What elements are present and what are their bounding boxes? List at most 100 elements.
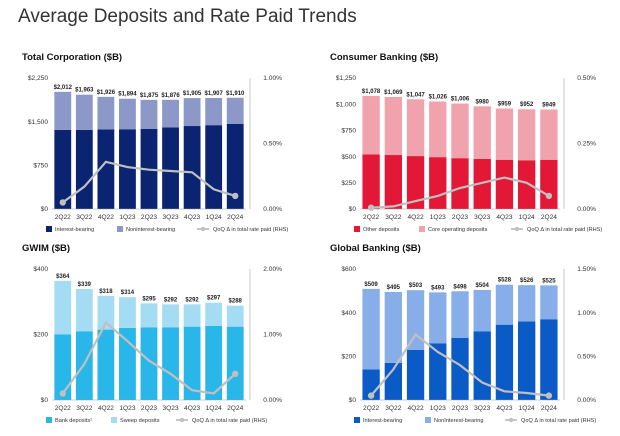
bar-segment [54,334,72,400]
bar-segment [119,297,136,328]
x-tick-label: 2Q24 [541,405,557,412]
total-label: $525 [542,278,556,284]
legend-line-marker [179,417,185,423]
legend-swatch [117,226,123,232]
y2-tick-label: 2.00% [263,266,282,273]
x-tick-label: 2Q24 [227,405,243,412]
bar-segment [451,337,469,400]
total-label: $1,875 [140,93,159,99]
total-label: $526 [520,278,534,284]
y-tick-label: $2,250 [28,75,49,82]
total-label: $1,910 [226,91,245,97]
bar-segment [205,97,223,126]
bar-segment [384,362,402,400]
y-tick-label: $0 [41,397,49,404]
x-tick-label: 3Q22 [385,405,401,412]
bar-segment [406,156,425,209]
x-tick-label: 2Q22 [55,214,71,221]
bar-segment [226,305,244,327]
y-tick-label: $400 [341,310,356,317]
total-label: $1,894 [118,92,137,98]
total-label: $495 [387,285,401,291]
y-tick-label: $1,000 [336,101,357,108]
bar-segment [518,321,536,400]
x-tick-label: 4Q23 [184,405,200,412]
total-label: $1,926 [97,90,116,96]
rate-paid-point [59,199,66,206]
total-label: $509 [364,282,378,288]
bar-segment [119,129,136,209]
total-label: $959 [498,101,512,107]
x-tick-label: 4Q22 [407,405,423,412]
total-label: $364 [56,274,70,280]
y-tick-label: $0 [349,206,357,213]
x-tick-label: 3Q23 [474,405,490,412]
bar-segment [205,302,223,326]
chart-title: Global Banking ($B) [330,243,421,254]
bar-segment [75,129,93,209]
y2-tick-label: 0.00% [263,397,282,404]
bar-segment [473,106,491,159]
bar-segment [162,304,179,328]
legend-label: Noninterest-bearing [126,227,175,233]
rate-paid-point [367,392,375,399]
legend-label: Bank deposits¹ [55,418,92,424]
chart-panel-total-corporation: Total Corporation ($B) $0 $750 $1,500 $2,250… [22,52,288,233]
bar-segment [473,289,491,332]
legend-swatch [354,417,360,423]
x-tick-label: 3Q23 [162,405,178,412]
rate-paid-point [545,192,553,200]
bar-segment [518,160,536,209]
y-tick-label: $200 [341,354,356,361]
x-tick-label: 3Q22 [76,405,92,412]
bar-segment [162,327,179,400]
total-label: $2,012 [54,85,73,91]
chart-panel-consumer-banking: Consumer Banking ($B) $0 $250 $500 $750 $1,00… [330,52,602,233]
total-label: $1,047 [406,92,425,98]
bar-segment [140,327,158,400]
bar-segment [205,125,223,209]
x-tick-label: 4Q22 [407,214,423,221]
x-tick-label: 4Q23 [496,405,512,412]
bar-segment [384,96,402,156]
legend-label: Sweep deposits [120,418,160,424]
bar-segment [406,99,425,157]
total-label: $1,069 [384,90,403,96]
x-tick-label: 3Q22 [385,214,401,221]
total-label: $295 [142,296,156,302]
legend-line-marker [508,417,514,423]
bar-segment [226,123,244,209]
y-tick-label: $1,500 [28,119,49,126]
bar-segment [226,97,244,124]
bar-segment [97,96,115,130]
x-tick-label: 3Q22 [76,214,92,221]
bar-segment [495,324,514,400]
x-tick-label: 1Q23 [119,405,135,412]
chart-panel-gwim: GWIM ($B) $0 $200 $400 0.00% 1.00% 2.00% $364 2Q… [22,243,282,424]
total-label: $528 [498,278,512,284]
x-tick-label: 2Q24 [541,214,557,221]
total-label: $1,026 [429,94,448,100]
x-tick-label: 3Q23 [474,214,490,221]
rate-paid-point [367,204,375,211]
page-title: Average Deposits and Rate Paid Trends [18,6,357,27]
legend-swatch [425,417,431,423]
y-tick-label: $600 [341,266,356,273]
total-label: $1,905 [183,91,202,97]
bar-segment [540,285,558,320]
total-label: $339 [78,282,92,288]
y-tick-label: $200 [33,332,48,339]
legend-label: Interest-bearing [55,227,94,233]
rate-paid-line [62,160,236,204]
bar-segment [473,331,491,400]
bar-segment [495,108,514,160]
rate-paid-point [545,392,553,399]
bar-segment [119,98,136,130]
x-tick-label: 1Q23 [430,214,446,221]
legend-label: QoQ Δ in total rate paid (RHS) [521,418,596,424]
legend-swatch [111,417,117,423]
y-tick-label: $750 [341,128,356,135]
bar-segment [384,155,402,209]
total-label: $498 [453,284,467,290]
